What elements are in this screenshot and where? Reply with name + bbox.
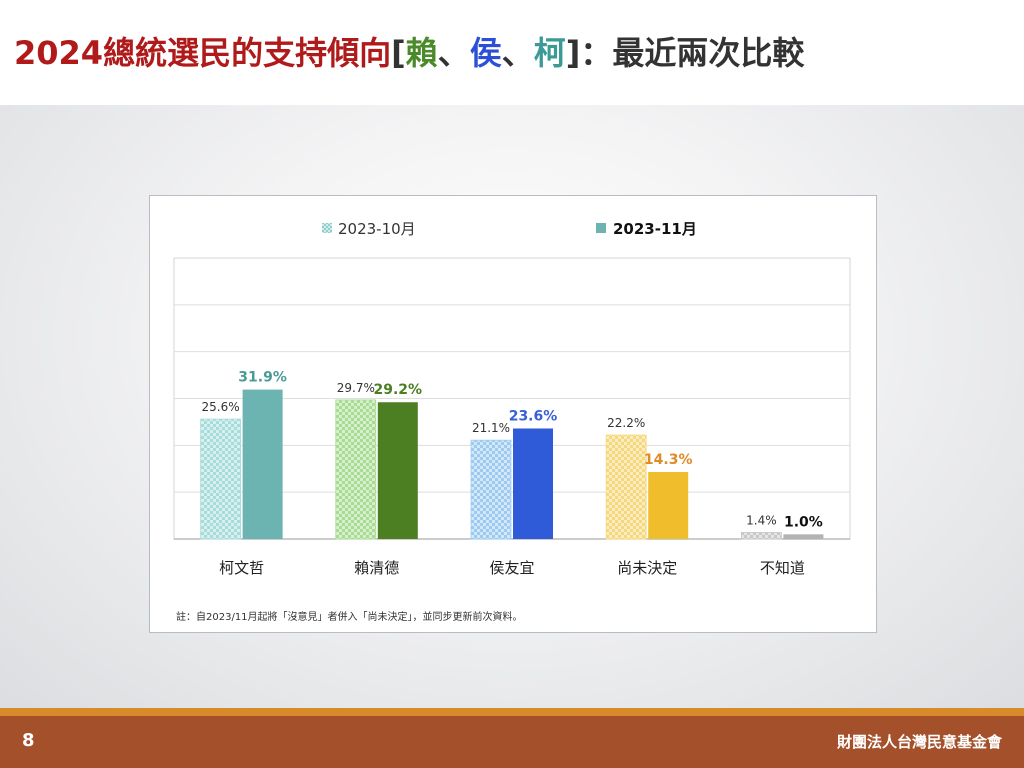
title-lai: 賴 bbox=[405, 34, 438, 72]
category-label-2: 侯友宜 bbox=[489, 559, 534, 577]
bar-nov-0 bbox=[242, 389, 283, 539]
bar-nov-2 bbox=[513, 428, 553, 539]
title-prefix: 2024總統選民的支持傾向 bbox=[14, 34, 392, 72]
category-label-0: 柯文哲 bbox=[219, 559, 264, 577]
bar-nov-1 bbox=[377, 402, 418, 539]
title-hou: 侯 bbox=[469, 34, 502, 72]
data-label-oct-3: 22.2% bbox=[607, 416, 645, 430]
footer-accent-stripe bbox=[0, 708, 1024, 716]
bar-chart: 2023-10月 2023-11月 25.6% 31.9% 柯文哲 29.7%29.2… bbox=[173, 220, 851, 623]
title-suffix: ]：最近兩次比較 bbox=[565, 34, 805, 72]
bar-oct-0 bbox=[200, 418, 241, 540]
data-label-nov-2: 23.6% bbox=[509, 408, 558, 424]
bar-nov-4 bbox=[783, 534, 824, 539]
category-label-1: 賴清德 bbox=[354, 559, 399, 577]
data-label-oct-0: 25.6% bbox=[202, 400, 240, 414]
data-label-oct-2: 21.1% bbox=[472, 421, 510, 435]
data-label-oct-1: 29.7% bbox=[337, 381, 375, 395]
data-label-nov-3: 14.3% bbox=[644, 452, 693, 468]
chart-note: 註：自2023/11月起將「沒意見」者併入「尚未決定」，並同步更新前次資料。 bbox=[176, 610, 523, 623]
bar-oct-4 bbox=[741, 532, 782, 540]
legend-swatch-nov bbox=[596, 223, 606, 233]
data-label-nov-0: 31.9% bbox=[238, 370, 287, 386]
legend-swatch-oct bbox=[322, 223, 332, 233]
data-label-nov-1: 29.2% bbox=[374, 382, 423, 398]
bar-oct-1 bbox=[335, 399, 377, 540]
category-label-3: 尚未決定 bbox=[617, 559, 677, 577]
slide-title: 2024總統選民的支持傾向[賴、侯、柯]：最近兩次比較 bbox=[14, 28, 804, 74]
bar-oct-2 bbox=[470, 439, 512, 540]
title-bar: 2024總統選民的支持傾向[賴、侯、柯]：最近兩次比較 bbox=[0, 0, 1024, 105]
chart-legend: 2023-10月 2023-11月 bbox=[322, 220, 697, 238]
title-sep-1: 、 bbox=[437, 34, 470, 72]
bar-oct-3 bbox=[605, 434, 647, 540]
data-label-oct-4: 1.4% bbox=[746, 513, 777, 527]
title-ko: 柯 bbox=[533, 34, 566, 72]
title-sep-2: 、 bbox=[501, 34, 534, 72]
category-label-4: 不知道 bbox=[760, 559, 805, 577]
footer-bar: 8 財團法人台灣民意基金會 bbox=[0, 716, 1024, 768]
title-bracket-open: [ bbox=[391, 34, 406, 72]
data-label-nov-4: 1.0% bbox=[784, 514, 823, 530]
page-number: 8 bbox=[22, 730, 35, 751]
plot-area: 25.6% 31.9% 柯文哲 29.7%29.2% 賴清德 21.1%23.6% 侯友宜 2… bbox=[173, 257, 851, 577]
organization-name: 財團法人台灣民意基金會 bbox=[836, 733, 1002, 751]
bar-nov-3 bbox=[648, 472, 689, 539]
legend-label-nov: 2023-11月 bbox=[613, 220, 697, 238]
legend-label-oct: 2023-10月 bbox=[338, 220, 416, 238]
chart-card: 2023-10月 2023-11月 25.6% 31.9% 柯文哲 29.7% 29.2… bbox=[149, 195, 877, 633]
